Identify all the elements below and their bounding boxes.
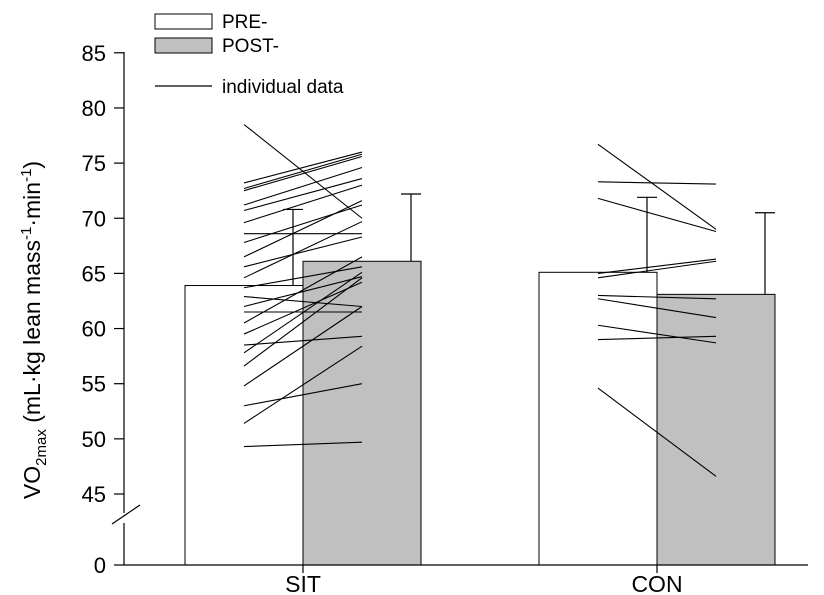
individual-line-con bbox=[597, 335, 717, 341]
individual-line-sit bbox=[243, 200, 363, 258]
y-tick-label: 70 bbox=[82, 206, 106, 231]
y-tick-label: 50 bbox=[82, 427, 106, 452]
individual-line-sit bbox=[243, 276, 363, 308]
legend-label: POST- bbox=[222, 36, 279, 57]
individual-line-sit bbox=[243, 306, 363, 387]
individual-line-sit bbox=[243, 383, 363, 407]
y-tick-label: 85 bbox=[82, 41, 106, 66]
bar-sit-pre bbox=[184, 285, 304, 566]
individual-line-con bbox=[597, 294, 717, 300]
individual-line-sit bbox=[243, 166, 363, 206]
axis-break-gap bbox=[121, 513, 127, 523]
legend-label: individual data bbox=[222, 77, 344, 98]
individual-line-sit bbox=[243, 236, 363, 268]
legend-label: PRE- bbox=[222, 12, 267, 33]
individual-line-con bbox=[597, 387, 717, 477]
individual-line-con bbox=[597, 258, 717, 274]
y-tick-label: 0 bbox=[94, 553, 106, 578]
individual-line-sit bbox=[243, 345, 363, 424]
individual-line-sit bbox=[243, 281, 363, 335]
error-bars bbox=[283, 193, 775, 295]
x-tick-label-con: CON bbox=[631, 571, 682, 595]
bar-con-post bbox=[656, 293, 776, 566]
individual-line-sit bbox=[243, 153, 363, 189]
individual-line-sit bbox=[243, 221, 363, 279]
individual-line-sit bbox=[243, 296, 363, 308]
y-tick-label: 45 bbox=[82, 482, 106, 507]
individual-line-sit bbox=[243, 256, 363, 324]
y-tick-label: 55 bbox=[82, 372, 106, 397]
y-tick-label: 65 bbox=[82, 261, 106, 286]
individual-line-con bbox=[597, 324, 717, 344]
individual-line-con bbox=[597, 181, 717, 185]
individual-line-sit bbox=[243, 155, 363, 192]
individual-line-sit bbox=[243, 184, 363, 224]
individual-line-con bbox=[597, 197, 717, 233]
individual-line-sit bbox=[243, 441, 363, 448]
legend: PRE- POST-individual data bbox=[154, 12, 344, 98]
individual-line-sit bbox=[243, 151, 363, 184]
y-axis-label: VO2max (mL·kg lean mass-1·min-1) bbox=[18, 161, 50, 499]
individual-line-sit bbox=[243, 266, 363, 289]
individual-line-con bbox=[597, 298, 717, 319]
individual-line-sit bbox=[243, 335, 363, 346]
bar-con-pre bbox=[538, 271, 658, 566]
y-tick-label: 80 bbox=[82, 96, 106, 121]
y-tick-label: 75 bbox=[82, 151, 106, 176]
individual-line-sit bbox=[243, 178, 363, 212]
legend-swatch-pre bbox=[154, 13, 213, 30]
individual-lines bbox=[243, 124, 717, 477]
axis-break-mark bbox=[111, 504, 141, 525]
individual-line-sit bbox=[243, 204, 363, 244]
legend-swatch-post bbox=[154, 37, 213, 54]
individual-line-con bbox=[597, 260, 717, 279]
x-tick-label-sit: SIT bbox=[285, 571, 321, 595]
x-axis: SIT CON bbox=[124, 564, 808, 595]
individual-line-con bbox=[597, 143, 717, 230]
y-tick-label: 60 bbox=[82, 317, 106, 342]
y-axis: 0 45 50 55 60 65 70 75 80 85 bbox=[82, 41, 141, 578]
individual-line-sit bbox=[243, 271, 363, 354]
individual-line-sit bbox=[243, 277, 363, 367]
